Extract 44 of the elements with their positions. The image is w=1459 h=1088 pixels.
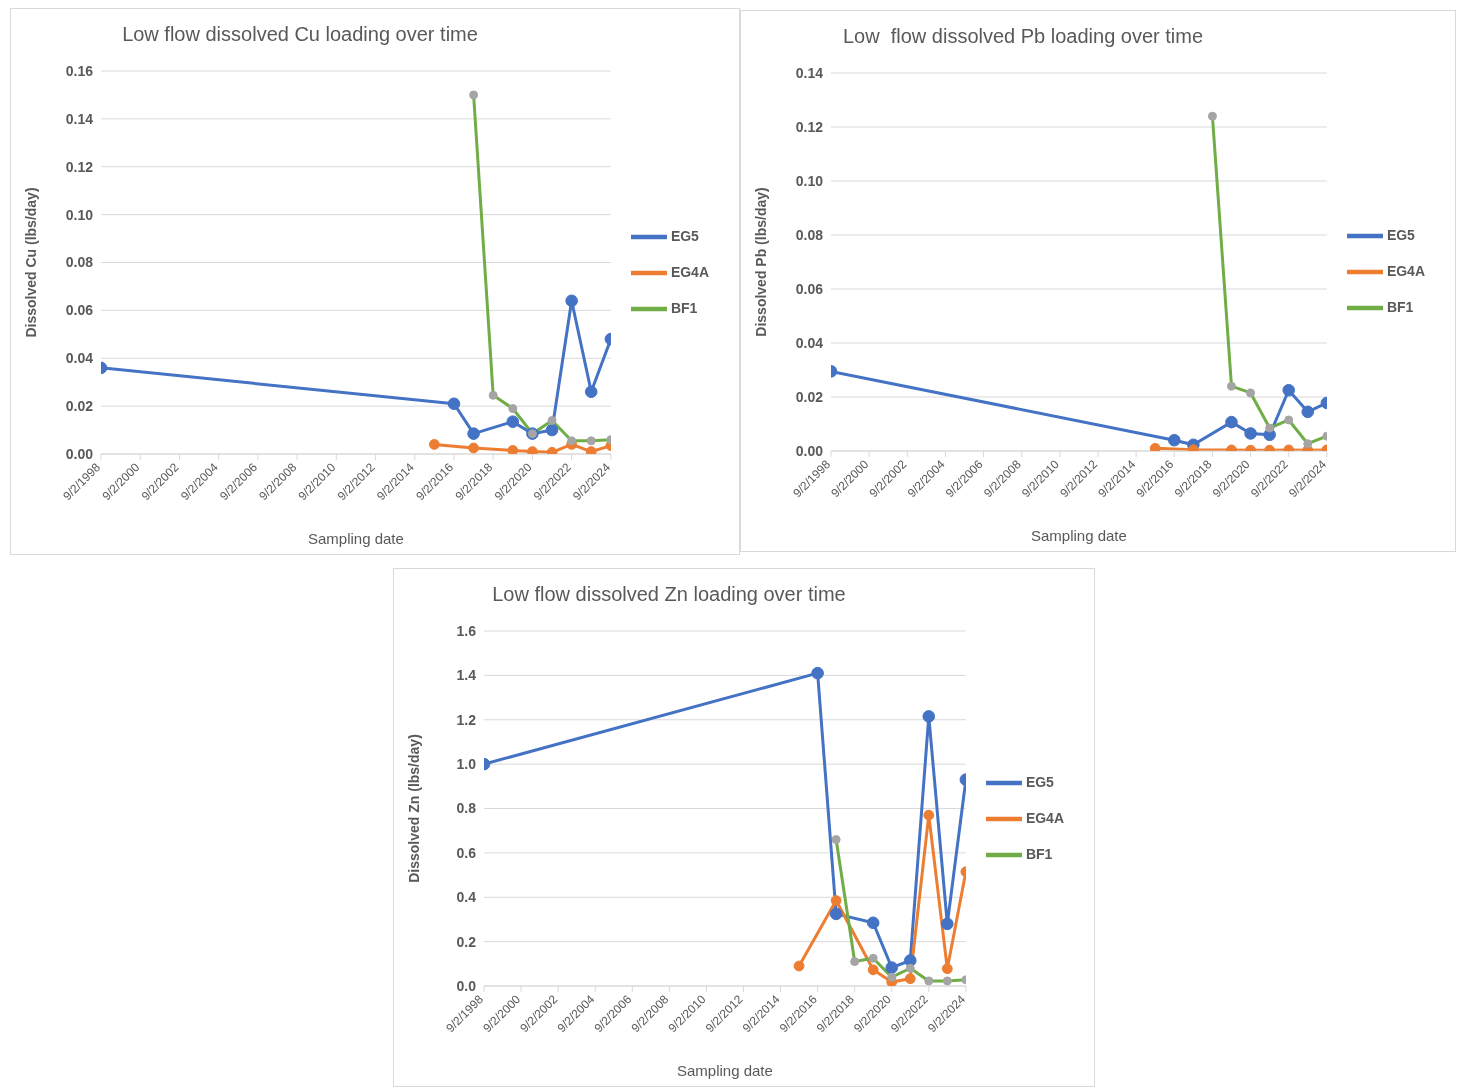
y-tick-label: 0.4 <box>456 889 477 906</box>
y-axis-title: Dissolved Cu (lbs/day) <box>22 187 39 338</box>
y-axis-title: Dissolved Pb (lbs/day) <box>752 187 769 337</box>
legend-label: EG5 <box>1025 773 1054 790</box>
legend-label: EG4A <box>1386 262 1425 279</box>
y-tick-label: 0.6 <box>456 844 477 861</box>
chart-title: Low flow dissolved Cu loading over time <box>121 23 479 46</box>
y-tick-label: 0.04 <box>795 334 824 351</box>
y-tick-label: 0.8 <box>456 800 477 817</box>
y-axis-title: Dissolved Zn (lbs/day) <box>405 734 422 883</box>
y-tick-label: 0.10 <box>795 172 824 189</box>
y-tick-label: 0.02 <box>65 398 94 415</box>
y-tick-label: 0.16 <box>65 62 94 79</box>
y-tick-label: 0.02 <box>795 388 824 405</box>
y-tick-label: 0.12 <box>795 118 824 135</box>
legend-label: EG5 <box>670 227 699 244</box>
y-tick-label: 0.04 <box>65 350 94 367</box>
legend-label: EG4A <box>670 263 709 280</box>
y-tick-label: 1.2 <box>456 711 477 728</box>
x-axis-title: Sampling date <box>676 1062 773 1079</box>
y-tick-label: 0.00 <box>65 445 94 462</box>
y-tick-label: 0.2 <box>456 933 477 950</box>
x-axis-title: Sampling date <box>307 530 404 547</box>
legend-label: BF1 <box>670 299 698 316</box>
y-tick-label: 0.14 <box>795 64 824 81</box>
y-tick-label: 0.14 <box>65 110 94 127</box>
y-tick-label: 0.10 <box>65 206 94 223</box>
y-tick-label: 0.08 <box>65 254 94 271</box>
y-tick-label: 0.12 <box>65 158 94 175</box>
legend-label: EG4A <box>1025 809 1064 826</box>
chart-title: Low flow dissolved Zn loading over time <box>491 583 847 606</box>
chart-title: Low flow dissolved Pb loading over time <box>841 25 1205 48</box>
legend-label: BF1 <box>1025 845 1053 862</box>
y-tick-label: 0.0 <box>456 977 477 994</box>
y-tick-label: 0.00 <box>795 442 824 459</box>
legend-label: EG5 <box>1386 226 1415 243</box>
y-tick-label: 1.0 <box>456 756 477 773</box>
y-tick-label: 0.06 <box>795 280 824 297</box>
y-tick-label: 0.06 <box>65 302 94 319</box>
y-tick-label: 1.4 <box>456 667 477 684</box>
legend-label: BF1 <box>1386 298 1414 315</box>
y-tick-label: 0.08 <box>795 226 824 243</box>
x-axis-title: Sampling date <box>1030 527 1127 544</box>
y-tick-label: 1.6 <box>456 622 477 639</box>
